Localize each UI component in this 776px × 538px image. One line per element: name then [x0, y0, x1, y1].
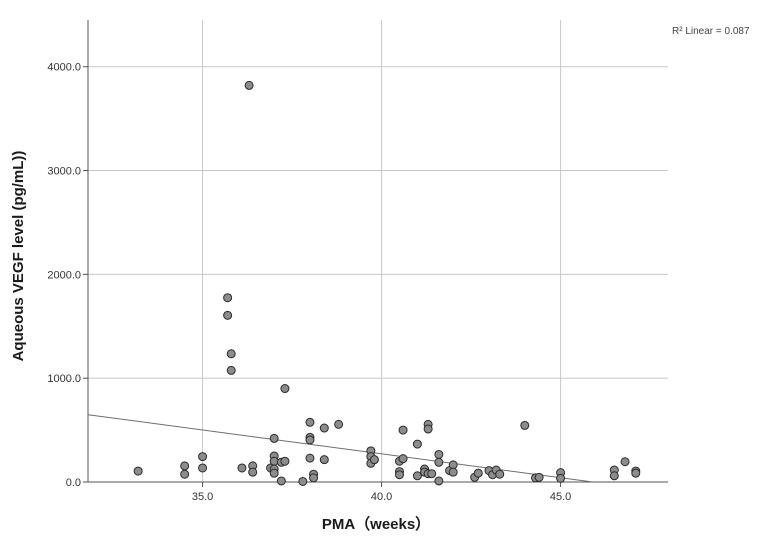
data-point: [305, 453, 315, 463]
data-point: [237, 463, 247, 473]
y-tick-label: 4000.0: [47, 62, 81, 74]
data-point: [248, 467, 258, 477]
y-tick-label: 1000.0: [47, 373, 81, 385]
plot-frame: [87, 20, 668, 483]
data-point: [276, 476, 286, 486]
data-point: [223, 293, 233, 303]
data-point: [305, 435, 315, 445]
x-tick-label: 40.0: [371, 491, 392, 503]
data-point: [609, 471, 619, 481]
data-point: [269, 433, 279, 443]
data-point: [269, 468, 279, 478]
data-point: [305, 417, 315, 427]
data-point: [198, 463, 208, 473]
data-point: [423, 424, 433, 434]
data-point: [434, 457, 444, 467]
data-point: [180, 461, 190, 471]
y-tick-label: 2000.0: [47, 269, 81, 281]
data-point: [309, 473, 319, 483]
data-point: [334, 419, 344, 429]
data-point: [319, 423, 329, 433]
data-point: [427, 469, 437, 479]
data-point: [434, 476, 444, 486]
data-point: [434, 449, 444, 459]
data-point: [631, 468, 641, 478]
data-point: [448, 467, 458, 477]
data-point: [398, 425, 408, 435]
x-tick-label: 45.0: [550, 491, 571, 503]
data-point: [180, 469, 190, 479]
data-point: [534, 472, 544, 482]
data-point: [556, 473, 566, 483]
data-point: [412, 471, 422, 481]
gridlines: [88, 20, 668, 483]
y-tick-label: 3000.0: [47, 166, 81, 178]
data-point: [226, 365, 236, 375]
data-point: [280, 384, 290, 394]
regression-line: [87, 414, 593, 483]
r-squared-label: R² Linear = 0.087: [672, 26, 750, 37]
data-point: [280, 456, 290, 466]
data-point: [473, 468, 483, 478]
data-point: [319, 455, 329, 465]
data-point: [398, 454, 408, 464]
y-axis-title: Aqueous VEGF level (pg/mL)): [10, 151, 27, 362]
x-tick-labels: 35.0 40.0 45.0: [192, 482, 571, 503]
x-tick-label: 35.0: [192, 491, 213, 503]
data-point: [223, 310, 233, 320]
y-tick-label: 0.0: [66, 477, 81, 489]
data-point: [244, 80, 254, 90]
data-point: [412, 439, 422, 449]
data-point: [520, 420, 530, 430]
data-points: [133, 80, 641, 486]
x-axis-title: PMA（weeks）: [322, 515, 430, 533]
data-point: [369, 455, 379, 465]
data-point: [298, 476, 308, 486]
data-point: [394, 470, 404, 480]
y-tick-labels: 0.0 1000.0 2000.0 3000.0 4000.0: [47, 62, 88, 489]
data-point: [226, 349, 236, 359]
data-point: [198, 452, 208, 462]
data-point: [133, 466, 143, 476]
data-point: [620, 457, 630, 467]
data-point: [495, 469, 505, 479]
